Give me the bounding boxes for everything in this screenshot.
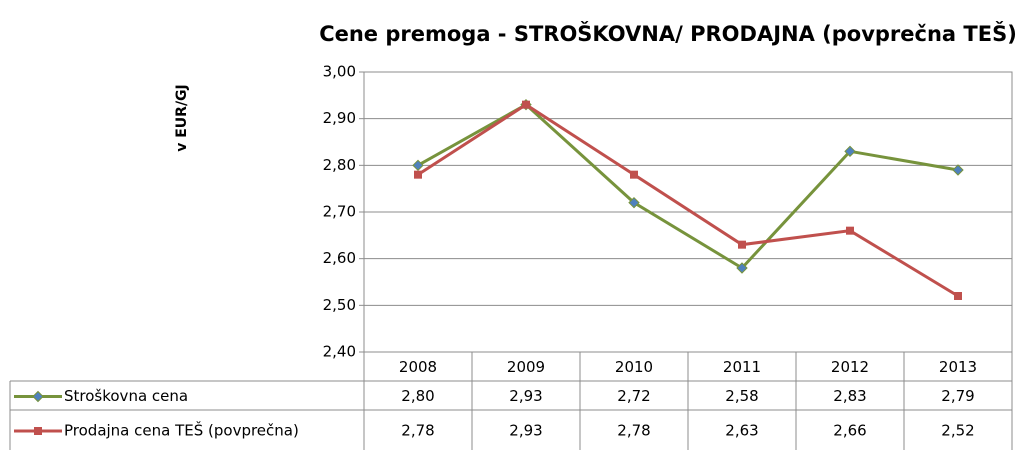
marker: [738, 240, 746, 249]
table-value: 2,80: [401, 387, 434, 405]
x-tick-label: 2012: [831, 358, 869, 376]
x-tick-label: 2011: [723, 358, 761, 376]
marker: [628, 196, 640, 209]
marker: [630, 170, 638, 179]
marker: [844, 145, 856, 158]
y-tick-label: 3,00: [323, 63, 356, 81]
table-value: 2,93: [509, 387, 542, 405]
y-tick-label: 2,70: [323, 203, 356, 221]
y-axis-label: v EUR/GJ: [174, 84, 190, 152]
y-tick-label: 2,90: [323, 109, 356, 127]
marker: [736, 262, 748, 274]
marker: [414, 170, 422, 179]
y-tick-label: 2,40: [323, 343, 356, 361]
y-tick-label: 2,50: [323, 296, 356, 314]
table-value: 2,66: [833, 422, 866, 440]
table-value: 2,63: [725, 422, 758, 440]
x-tick-label: 2009: [507, 358, 545, 376]
x-tick-label: 2008: [399, 358, 437, 376]
y-tick-label: 2,80: [323, 156, 356, 174]
marker: [846, 226, 854, 235]
table-value: 2,78: [401, 422, 434, 440]
legend-label: Prodajna cena TEŠ (povprečna): [64, 421, 299, 440]
table-value: 2,83: [833, 387, 866, 405]
table-value: 2,72: [617, 387, 650, 405]
table-value: 2,52: [941, 422, 974, 440]
chart-title: Cene premoga - STROŠKOVNA/ PRODAJNA (pov…: [319, 21, 1017, 46]
marker: [522, 100, 530, 109]
table-value: 2,79: [941, 387, 974, 405]
table-value: 2,58: [725, 387, 758, 405]
legend-marker: [32, 390, 44, 403]
x-tick-label: 2013: [939, 358, 977, 376]
marker: [954, 292, 962, 300]
table-value: 2,78: [617, 422, 650, 440]
marker: [952, 164, 964, 176]
x-tick-label: 2010: [615, 358, 653, 376]
series-line: [417, 102, 959, 298]
series-line: [417, 102, 959, 270]
legend-label: Stroškovna cena: [64, 387, 188, 405]
table-value: 2,93: [509, 422, 542, 440]
marker: [412, 159, 424, 172]
y-tick-label: 2,60: [323, 249, 356, 267]
legend-marker: [34, 427, 42, 435]
